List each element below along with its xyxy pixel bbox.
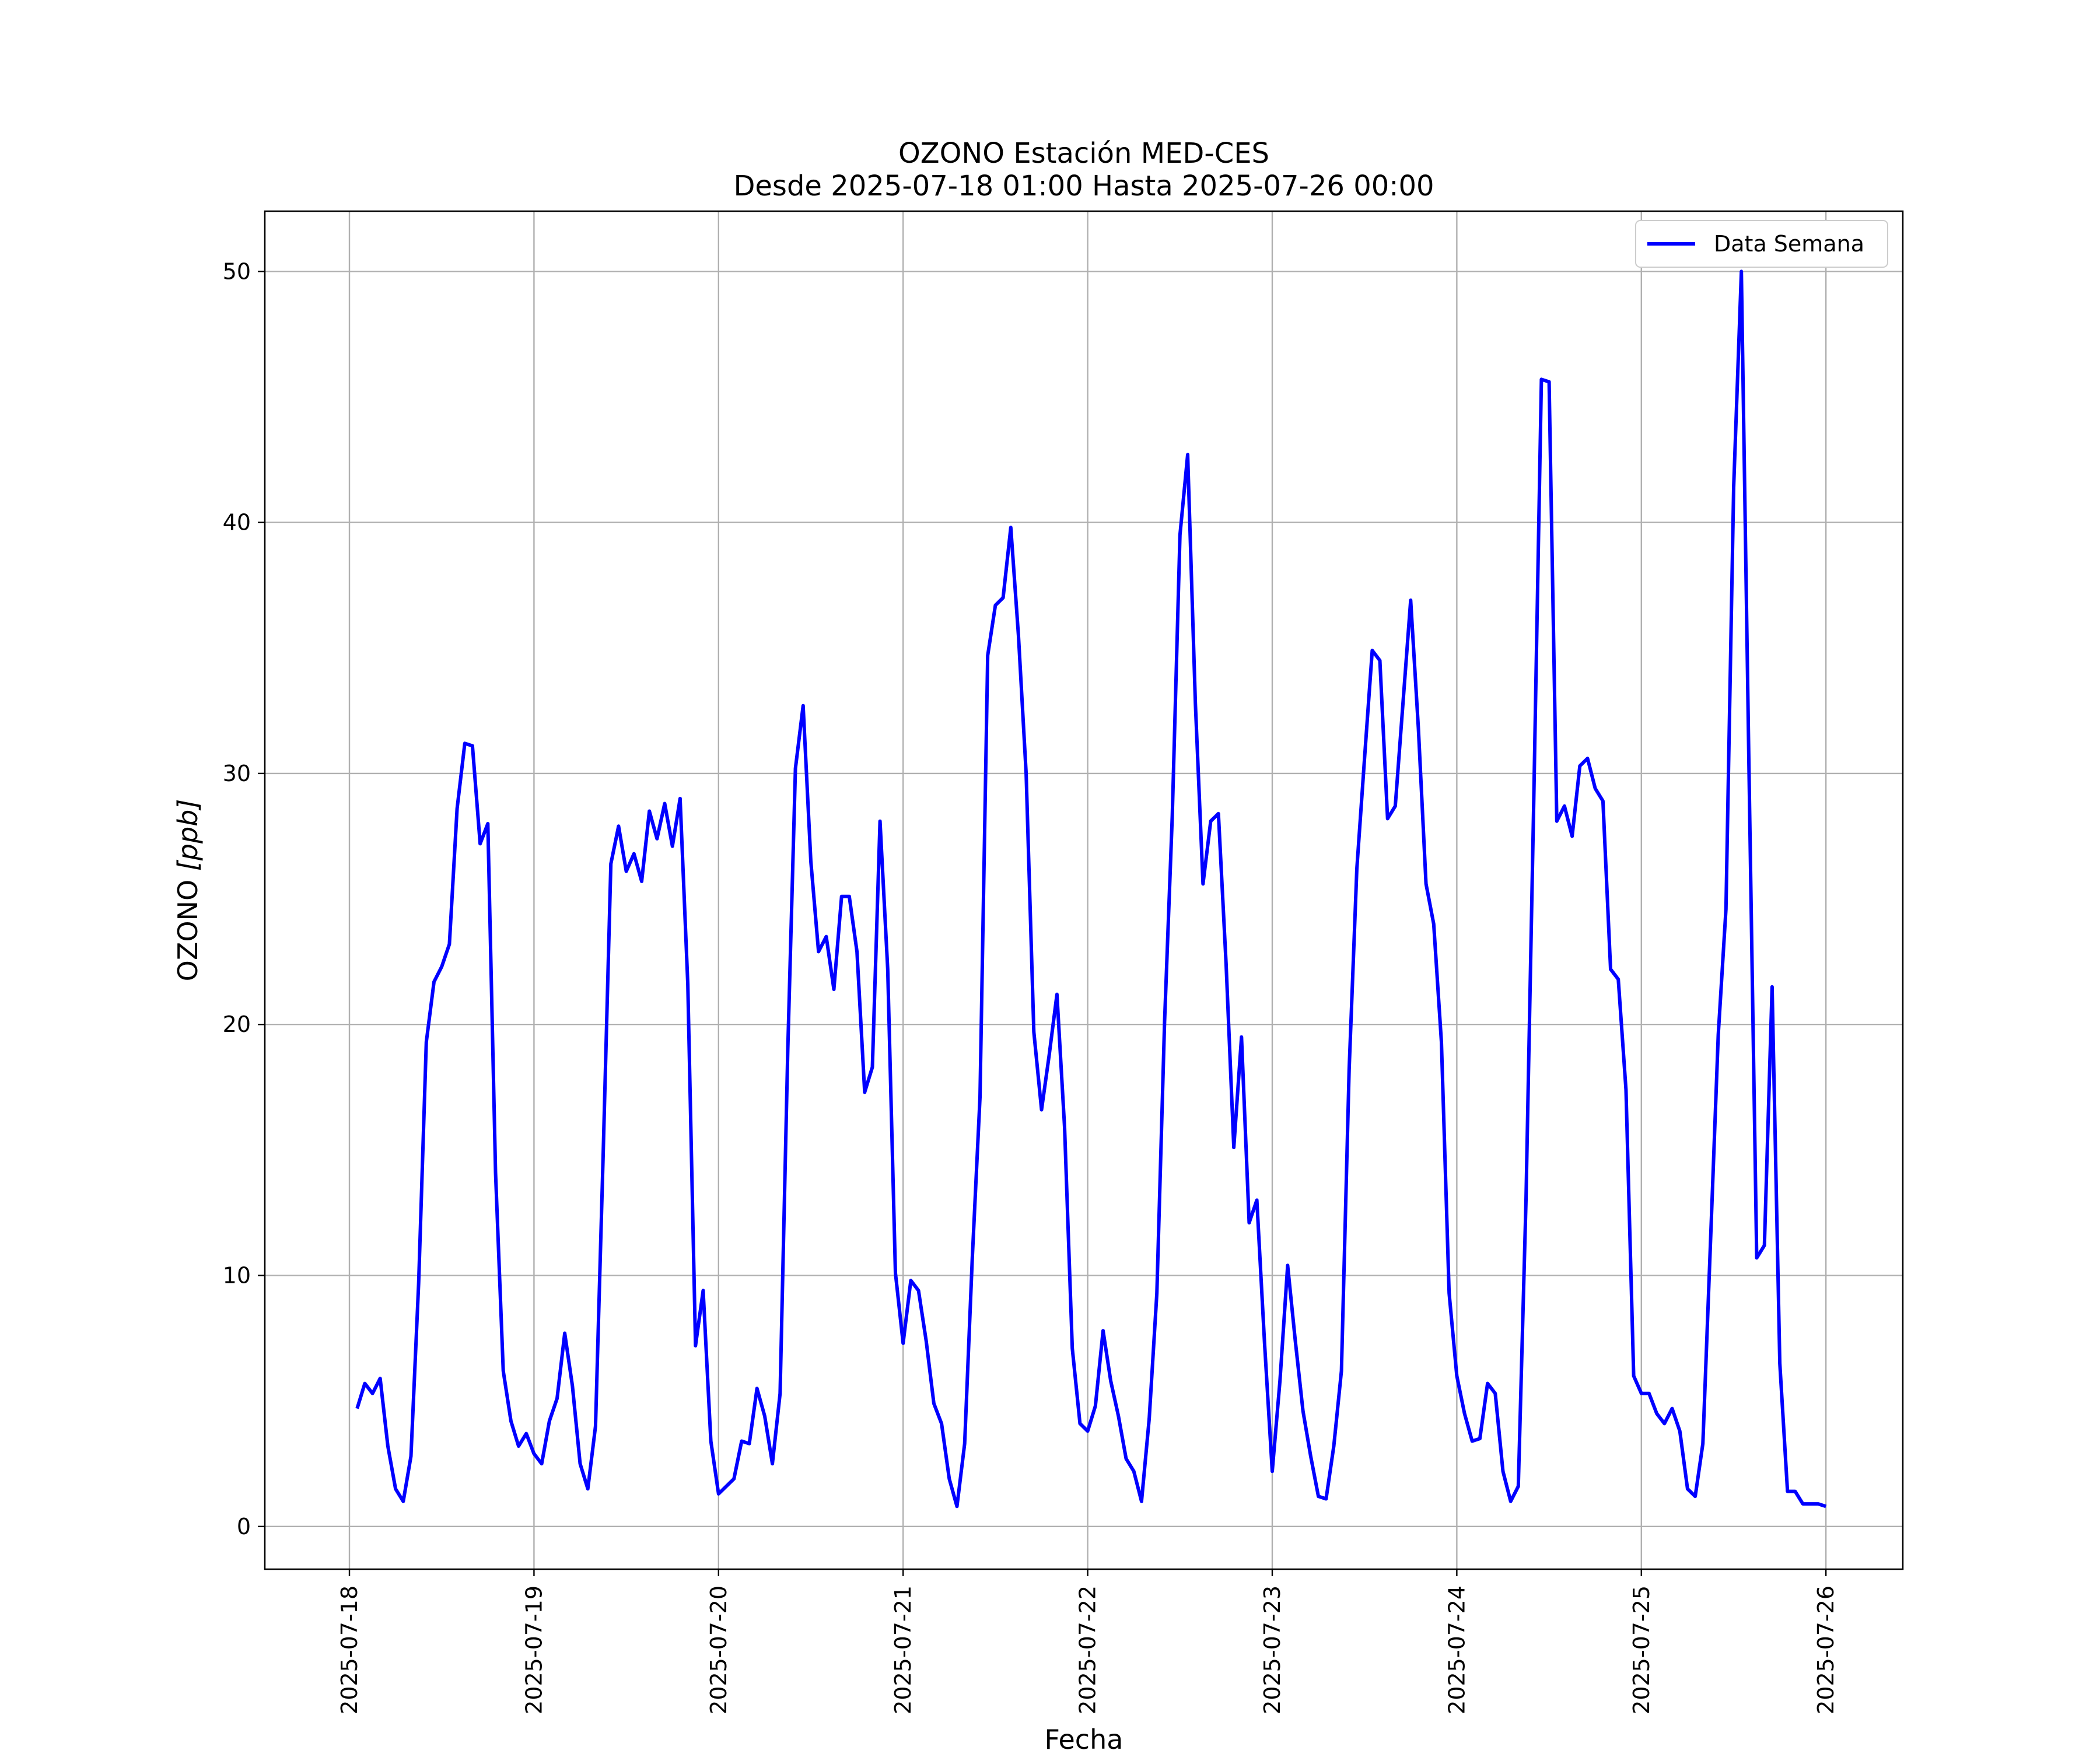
y-tick-label: 10 [223, 1263, 251, 1289]
legend: Data Semana [1635, 220, 1888, 268]
y-axis-label-main: OZONO [172, 871, 204, 981]
x-tick-label: 2025-07-25 [1629, 1586, 1654, 1714]
y-tick-label: 20 [223, 1012, 251, 1037]
series-line [355, 270, 1827, 1508]
x-tick-label: 2025-07-21 [890, 1586, 916, 1714]
y-tick-label: 30 [223, 761, 251, 786]
chart-title: OZONO Estación MED-CES [898, 137, 1269, 170]
x-tick-label: 2025-07-26 [1813, 1586, 1839, 1714]
y-axis: 0 10 20 30 40 50 [223, 258, 265, 1539]
x-tick-label: 2025-07-22 [1075, 1586, 1101, 1714]
x-tick-label: 2025-07-18 [337, 1586, 362, 1714]
y-axis-label: OZONO [ppb] [172, 799, 204, 982]
y-tick-label: 40 [223, 510, 251, 536]
y-tick-label: 50 [223, 258, 251, 284]
x-tick-label: 2025-07-24 [1444, 1586, 1469, 1714]
y-tick-label: 0 [237, 1514, 251, 1539]
x-tick-label: 2025-07-20 [706, 1586, 732, 1714]
x-axis: 2025-07-18 2025-07-19 2025-07-20 2025-07-21… [337, 1569, 1839, 1714]
x-tick-label: 2025-07-23 [1259, 1586, 1285, 1714]
x-tick-label: 2025-07-19 [521, 1586, 547, 1714]
legend-label: Data Semana [1714, 231, 1864, 257]
x-axis-label: Fecha [1045, 1724, 1124, 1750]
series-group [355, 270, 1827, 1508]
legend-box [1635, 220, 1888, 268]
y-axis-label-unit: [ppb] [172, 799, 204, 872]
chart-subtitle: Desde 2025-07-18 01:00 Hasta 2025-07-26 … [733, 170, 1434, 202]
plot-area [264, 210, 1904, 1570]
